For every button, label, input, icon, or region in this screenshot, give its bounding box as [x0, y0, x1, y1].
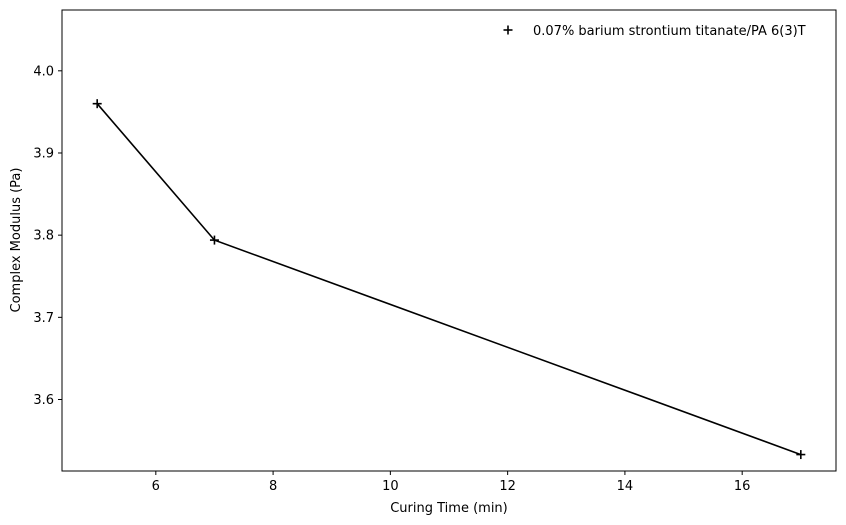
x-tick-label: 16 — [734, 479, 751, 494]
data-point — [92, 99, 102, 109]
x-tick-label: 6 — [152, 479, 160, 494]
data-point — [209, 235, 219, 245]
legend-label: 0.07% barium strontium titanate/PA 6(3)T — [533, 24, 806, 39]
y-tick-label: 3.8 — [33, 229, 54, 244]
y-tick-label: 3.7 — [33, 311, 54, 326]
y-tick-label: 3.6 — [33, 393, 54, 408]
legend: 0.07% barium strontium titanate/PA 6(3)T — [503, 24, 806, 39]
y-tick-label: 4.0 — [33, 64, 54, 79]
x-axis-label: Curing Time (min) — [390, 501, 508, 516]
y-ticks: 3.6 3.7 3.8 3.9 4.0 — [33, 64, 62, 408]
x-tick-label: 14 — [617, 479, 634, 494]
legend-marker — [503, 25, 513, 35]
plot-frame — [61, 9, 837, 472]
data-point — [796, 450, 806, 460]
x-ticks: 6 8 10 12 14 16 — [152, 471, 751, 494]
x-tick-label: 12 — [499, 479, 516, 494]
x-tick-label: 10 — [382, 479, 399, 494]
y-axis-label: Complex Modulus (Pa) — [9, 168, 24, 313]
x-tick-label: 8 — [269, 479, 277, 494]
y-tick-label: 3.9 — [33, 146, 54, 161]
plot-background — [62, 10, 836, 471]
series-layer — [92, 99, 806, 460]
